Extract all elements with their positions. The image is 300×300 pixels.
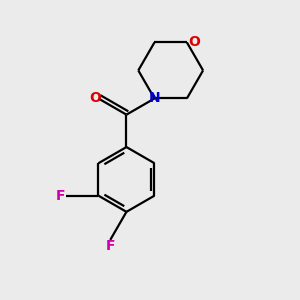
Text: N: N (149, 92, 160, 106)
Text: O: O (188, 35, 200, 50)
Text: O: O (89, 92, 101, 106)
Text: F: F (56, 189, 65, 202)
Text: F: F (106, 239, 115, 253)
